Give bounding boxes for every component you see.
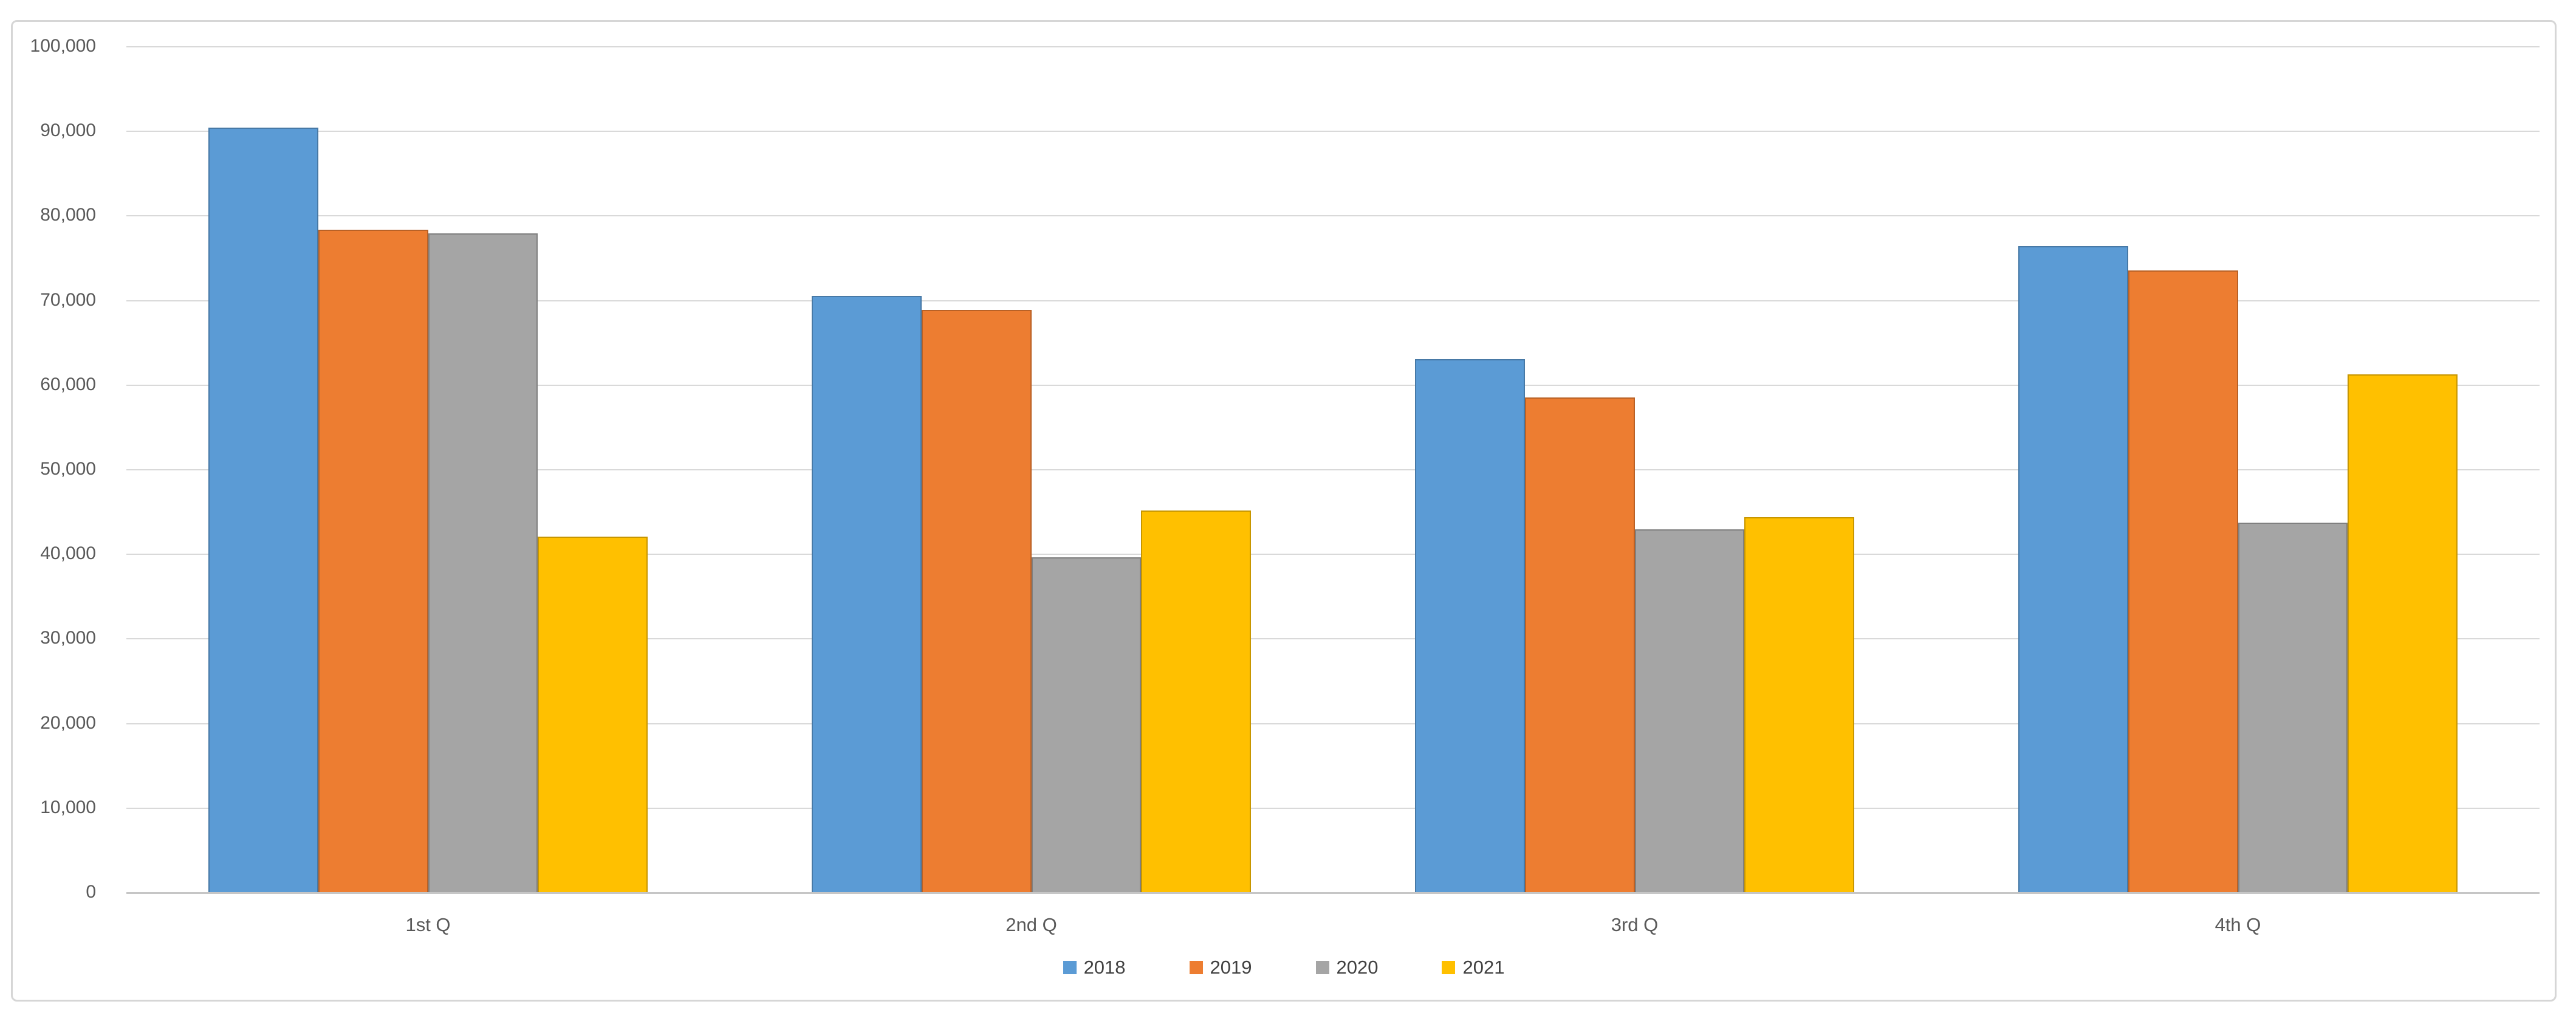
ytick-label-30000: 30,000 xyxy=(40,628,96,648)
ytick-label-10000: 10,000 xyxy=(40,797,96,817)
bar-2019-2nd-q[interactable] xyxy=(921,310,1032,892)
ytick-label-50000: 50,000 xyxy=(40,459,96,479)
xlabel-3rd-q: 3rd Q xyxy=(1611,914,1659,935)
xlabel-2nd-q: 2nd Q xyxy=(1005,914,1057,935)
gridline-50000 xyxy=(126,469,2540,470)
gridline-40000 xyxy=(126,554,2540,555)
bar-2021-4th-q[interactable] xyxy=(2348,374,2458,892)
legend-label-2020: 2020 xyxy=(1336,957,1379,978)
ytick-label-20000: 20,000 xyxy=(40,712,96,733)
ytick-label-90000: 90,000 xyxy=(40,120,96,141)
bar-2018-1st-q[interactable] xyxy=(208,127,318,892)
ytick-label-0: 0 xyxy=(86,882,96,902)
bar-2019-1st-q[interactable] xyxy=(318,230,428,892)
legend-swatch-2019 xyxy=(1189,961,1203,974)
gridline-10000 xyxy=(126,807,2540,809)
bar-2020-1st-q[interactable] xyxy=(428,233,538,892)
legend-item-2018[interactable]: 2018 xyxy=(1063,957,1126,978)
ytick-label-80000: 80,000 xyxy=(40,205,96,225)
bar-2019-4th-q[interactable] xyxy=(2128,270,2238,892)
category-group-2nd-q xyxy=(730,46,1333,892)
legend-swatch-2021 xyxy=(1442,961,1456,974)
legend-item-2019[interactable]: 2019 xyxy=(1189,957,1252,978)
bar-2020-3rd-q[interactable] xyxy=(1634,529,1745,892)
gridline-80000 xyxy=(126,215,2540,217)
legend-swatch-2020 xyxy=(1315,961,1329,974)
category-group-3rd-q xyxy=(1333,46,1936,892)
xlabel-4th-q: 4th Q xyxy=(2215,914,2261,935)
bar-2021-1st-q[interactable] xyxy=(538,537,648,892)
legend-item-2020[interactable]: 2020 xyxy=(1315,957,1379,978)
gridline-30000 xyxy=(126,638,2540,640)
ytick-label-70000: 70,000 xyxy=(40,289,96,310)
bar-2019-3rd-q[interactable] xyxy=(1524,397,1635,892)
gridline-20000 xyxy=(126,723,2540,724)
plot-area: 0 10,000 20,000 30,000 40,000 50,000 60,000 70,… xyxy=(30,37,2540,901)
bar-2018-3rd-q[interactable] xyxy=(1414,359,1525,892)
bar-2021-2nd-q[interactable] xyxy=(1141,510,1252,892)
category-group-4th-q xyxy=(1936,46,2540,892)
legend-label-2019: 2019 xyxy=(1210,957,1252,978)
bars-layer xyxy=(126,46,2540,892)
chart-frame: 0 10,000 20,000 30,000 40,000 50,000 60,000 70,… xyxy=(11,20,2557,1002)
ytick-label-40000: 40,000 xyxy=(40,543,96,564)
bar-2021-3rd-q[interactable] xyxy=(1744,517,1855,892)
legend-item-2021[interactable]: 2021 xyxy=(1442,957,1504,978)
legend-swatch-2018 xyxy=(1063,961,1077,974)
gridline-90000 xyxy=(126,131,2540,132)
legend: 2018 2019 2020 2021 xyxy=(13,957,2555,978)
gridline-60000 xyxy=(126,384,2540,386)
ytick-label-60000: 60,000 xyxy=(40,374,96,394)
x-axis-category-labels: 1st Q 2nd Q 3rd Q 4th Q xyxy=(126,914,2540,936)
x-axis-line xyxy=(126,892,2540,894)
category-group-1st-q xyxy=(126,46,730,892)
legend-label-2021: 2021 xyxy=(1462,957,1505,978)
bar-2018-4th-q[interactable] xyxy=(2018,246,2128,892)
legend-label-2018: 2018 xyxy=(1083,957,1126,978)
bar-2020-4th-q[interactable] xyxy=(2238,522,2348,892)
bar-2018-2nd-q[interactable] xyxy=(811,295,922,892)
bar-2020-2nd-q[interactable] xyxy=(1031,557,1142,892)
xlabel-1st-q: 1st Q xyxy=(405,914,451,935)
ytick-label-100000: 100,000 xyxy=(30,36,96,56)
gridline-70000 xyxy=(126,300,2540,301)
gridline-100000 xyxy=(126,46,2540,47)
